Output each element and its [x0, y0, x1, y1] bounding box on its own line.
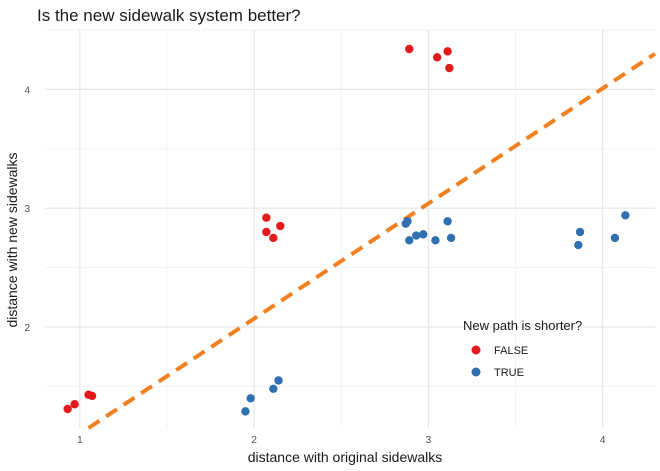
data-point-true	[443, 217, 452, 226]
data-point-false	[405, 44, 414, 54]
data-point-true	[610, 233, 620, 243]
data-point-false	[443, 47, 452, 56]
data-point-true	[241, 407, 250, 416]
data-point-false	[445, 63, 454, 73]
data-point-false	[63, 404, 72, 414]
legend-label-false: FALSE	[494, 345, 528, 357]
y-tick-label: 2	[24, 323, 30, 334]
data-point-false	[70, 400, 79, 409]
legend-key-false	[471, 345, 481, 355]
x-tick-label: 2	[251, 435, 257, 446]
x-tick-label: 4	[600, 435, 606, 446]
y-tick-labels: 2 3 4	[24, 85, 30, 334]
legend-title: New path is shorter?	[463, 318, 582, 333]
data-point-true	[419, 230, 428, 239]
legend-key-true	[471, 367, 481, 377]
data-point-true	[269, 384, 278, 393]
data-point-true	[274, 376, 283, 385]
data-point-true	[403, 217, 412, 226]
data-point-false	[432, 53, 442, 62]
y-tick-label: 4	[24, 85, 30, 96]
data-point-true	[446, 233, 456, 243]
data-point-true	[431, 236, 440, 245]
reference-line	[87, 52, 657, 430]
x-tick-labels: 1 2 3 4	[77, 435, 606, 446]
points-group	[63, 44, 630, 416]
data-point-false	[87, 391, 97, 401]
data-point-false	[269, 233, 278, 243]
data-point-false	[262, 227, 271, 237]
chart-title: Is the new sidewalk system better?	[37, 6, 301, 25]
data-point-true	[575, 227, 585, 237]
data-point-true	[574, 240, 583, 250]
data-point-false	[276, 221, 285, 231]
legend-label-true: TRUE	[494, 367, 524, 379]
legend: New path is shorter? FALSE TRUE	[463, 318, 582, 379]
x-tick-label: 1	[77, 435, 83, 446]
data-point-true	[412, 231, 421, 240]
data-point-true	[246, 394, 255, 403]
data-point-true	[405, 236, 414, 245]
data-point-false	[262, 213, 271, 222]
grid	[45, 29, 655, 428]
x-tick-label: 3	[426, 435, 432, 446]
y-axis-title: distance with new sidewalks	[4, 152, 20, 327]
x-axis-title: distance with original sidewalks	[248, 449, 443, 465]
data-point-true	[621, 211, 630, 220]
reference-line-group	[87, 52, 657, 430]
y-tick-label: 3	[24, 204, 30, 215]
